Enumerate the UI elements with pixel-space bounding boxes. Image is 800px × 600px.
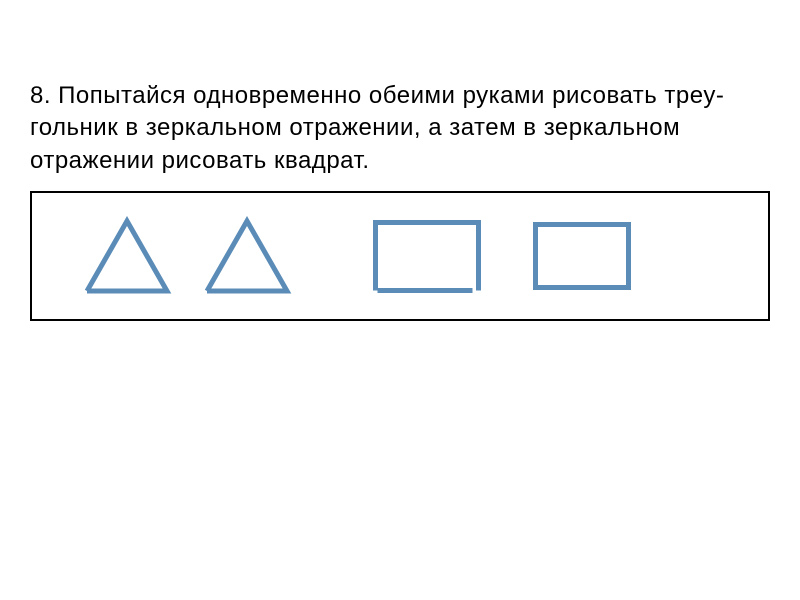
instruction-line: 8. Попытайся одновременно обеими руками … xyxy=(30,80,770,112)
instruction-text: 8. Попытайся одновременно обеими руками … xyxy=(30,80,770,177)
triangle-shape xyxy=(82,216,172,296)
triangle-shape xyxy=(202,216,292,296)
instruction-line: гольник в зеркальном отражении, а затем … xyxy=(30,112,770,144)
rectangle-shape xyxy=(372,219,482,294)
instruction-line: отражении рисовать квадрат. xyxy=(30,145,770,177)
drawing-box xyxy=(30,191,770,321)
exercise-page: 8. Попытайся одновременно обеими руками … xyxy=(0,0,800,321)
rectangle-shape xyxy=(532,221,632,291)
